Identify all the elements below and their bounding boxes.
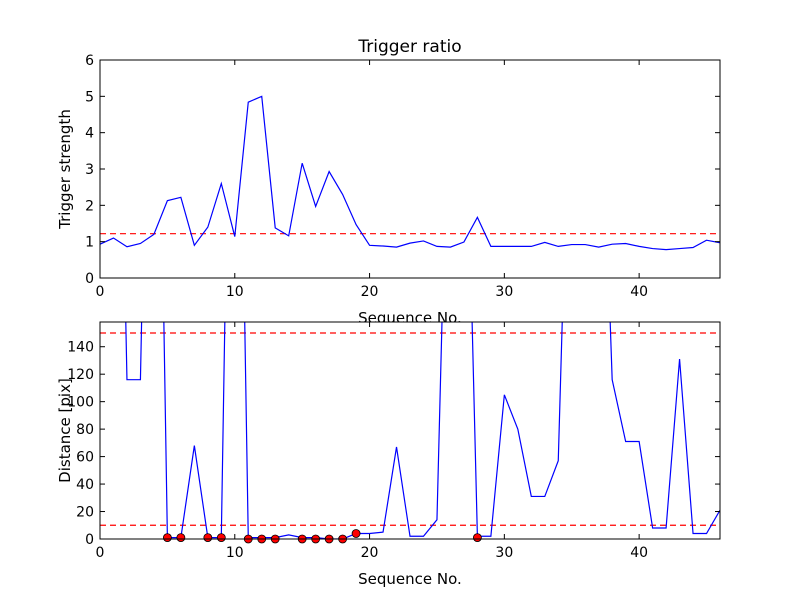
y-axis-label: Distance [pix] [56, 378, 74, 483]
x-tick-label: 10 [226, 284, 244, 300]
y-tick-label: 5 [85, 89, 94, 105]
x-tick-label: 0 [96, 545, 105, 561]
y-tick-label: 2 [85, 198, 94, 214]
marker-point [351, 529, 361, 538]
x-axis-label: Sequence No. [358, 570, 462, 588]
chart-distance: 0 10 20 30 40 0 20 40 60 80 100 120 140 Sequence No. D… [56, 321, 721, 588]
y-tick-label: 100 [67, 395, 94, 411]
y-tick-label: 60 [76, 450, 94, 466]
axes-frame [99, 321, 721, 540]
y-axis-label: Trigger strength [56, 109, 74, 230]
x-tick-label: 20 [361, 545, 379, 561]
x-tick-label: 10 [226, 545, 244, 561]
x-tick-label: 40 [630, 545, 648, 561]
y-tick-label: 80 [76, 422, 94, 438]
series-line-0 [125, 322, 720, 539]
y-tick-label: 140 [67, 340, 94, 356]
y-tick-label: 3 [85, 162, 94, 178]
y-tick-label: 1 [85, 235, 94, 251]
x-tick-label: 0 [96, 284, 105, 300]
y-tick-label: 6 [85, 53, 94, 69]
y-tick-label: 4 [85, 126, 94, 142]
x-tick-label: 20 [361, 284, 379, 300]
y-tick-label: 20 [76, 505, 94, 521]
marker-point [216, 533, 226, 543]
y-tick-label: 40 [76, 477, 94, 493]
marker-point [176, 533, 186, 543]
marker-point [203, 533, 213, 543]
y-tick-label: 0 [85, 271, 94, 287]
x-tick-label: 40 [630, 284, 648, 300]
y-tick-label: 120 [67, 367, 94, 383]
x-tick-label: 30 [495, 545, 513, 561]
plot-area [100, 60, 720, 278]
y-tick-label: 0 [85, 532, 94, 548]
marker-point [472, 533, 482, 543]
marker-point [162, 533, 172, 543]
x-tick-label: 30 [495, 284, 513, 300]
series-line-0 [100, 95, 720, 251]
chart-title: Trigger ratio [357, 37, 461, 57]
plot-area [100, 322, 720, 539]
